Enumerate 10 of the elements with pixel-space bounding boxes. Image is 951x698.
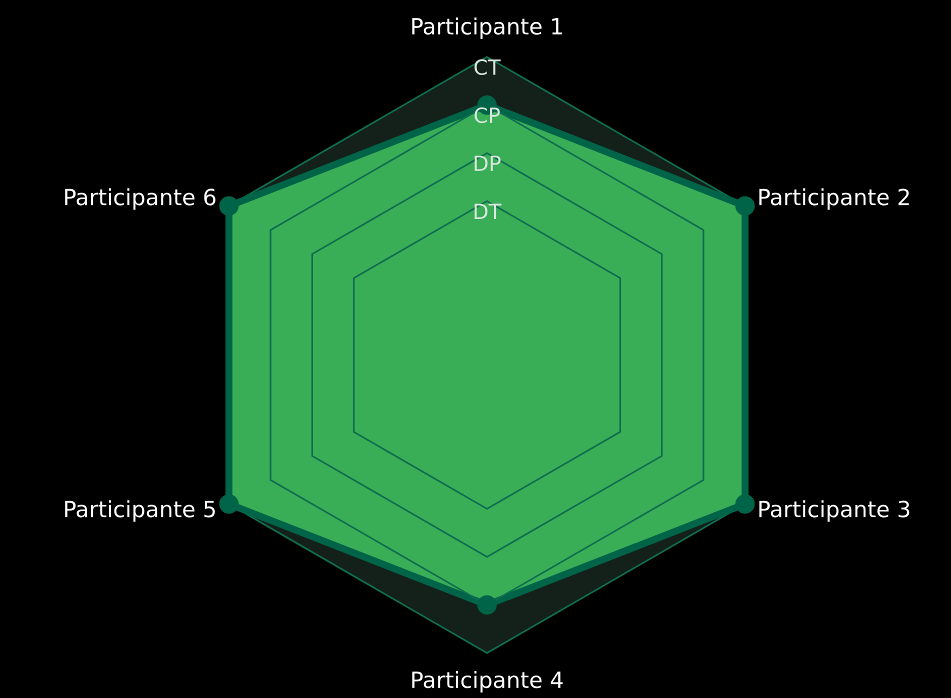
y-tick-label: DP: [474, 156, 501, 171]
spoke-label: Participante 6: [65, 188, 216, 210]
y-tick-label: CT: [474, 59, 501, 76]
spoke-label: Participante 1: [412, 17, 562, 39]
y-tick-label: DT: [474, 204, 502, 219]
y-tick-label: CP: [474, 107, 500, 124]
spoke-label: Participante 5: [65, 500, 215, 522]
spoke-label: Participante 4: [412, 671, 563, 693]
spoke-label: Participante 3: [759, 500, 910, 522]
spoke-label: Participante 2: [759, 188, 909, 210]
